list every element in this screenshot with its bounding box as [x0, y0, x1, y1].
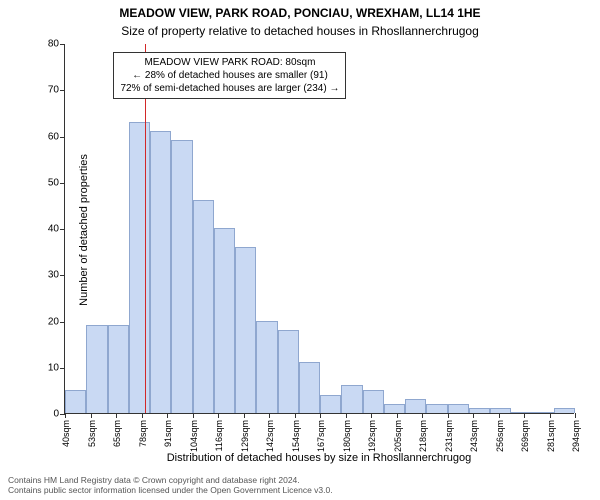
x-tick-label: 91sqm: [163, 420, 173, 447]
histogram-bar: [193, 200, 214, 413]
x-tick-mark: [167, 413, 168, 418]
y-tick-mark: [60, 322, 65, 323]
x-tick-label: 116sqm: [214, 420, 224, 451]
histogram-bar: [278, 330, 299, 413]
chart-title-line1: MEADOW VIEW, PARK ROAD, PONCIAU, WREXHAM…: [0, 6, 600, 20]
x-tick-mark: [269, 413, 270, 418]
x-tick-label: 205sqm: [393, 420, 403, 452]
histogram-bar: [171, 140, 192, 413]
x-tick-mark: [422, 413, 423, 418]
y-tick-label: 40: [25, 224, 65, 235]
x-tick-mark: [295, 413, 296, 418]
x-tick-mark: [448, 413, 449, 418]
x-tick-label: 167sqm: [316, 420, 326, 452]
x-tick-label: 256sqm: [495, 420, 505, 452]
x-tick-mark: [371, 413, 372, 418]
x-tick-label: 104sqm: [189, 420, 199, 452]
x-tick-mark: [65, 413, 66, 418]
x-tick-label: 40sqm: [61, 420, 71, 447]
chart-title-line2: Size of property relative to detached ho…: [0, 24, 600, 38]
x-tick-mark: [397, 413, 398, 418]
y-tick-mark: [60, 44, 65, 45]
footer-line2: Contains public sector information licen…: [8, 485, 592, 496]
y-tick-label: 20: [25, 316, 65, 327]
x-tick-mark: [346, 413, 347, 418]
x-tick-label: 180sqm: [342, 420, 352, 452]
histogram-bar: [363, 390, 384, 413]
property-marker-line: [145, 44, 146, 413]
histogram-bar: [86, 325, 107, 413]
histogram-bar: [256, 321, 277, 414]
x-tick-label: 281sqm: [546, 420, 556, 452]
x-tick-mark: [244, 413, 245, 418]
x-tick-mark: [116, 413, 117, 418]
x-tick-mark: [550, 413, 551, 418]
x-tick-label: 243sqm: [469, 420, 479, 452]
footer-attribution: Contains HM Land Registry data © Crown c…: [8, 475, 592, 496]
y-tick-label: 80: [25, 39, 65, 50]
y-tick-mark: [60, 137, 65, 138]
histogram-bar: [511, 412, 532, 413]
x-tick-mark: [320, 413, 321, 418]
histogram-bar: [426, 404, 447, 413]
y-tick-label: 30: [25, 270, 65, 281]
x-tick-mark: [499, 413, 500, 418]
chart-container: MEADOW VIEW, PARK ROAD, PONCIAU, WREXHAM…: [0, 0, 600, 500]
x-tick-mark: [575, 413, 576, 418]
x-tick-label: 142sqm: [265, 420, 275, 452]
y-tick-mark: [60, 90, 65, 91]
histogram-bar: [129, 122, 150, 413]
footer-line1: Contains HM Land Registry data © Crown c…: [8, 475, 592, 486]
x-tick-label: 218sqm: [418, 420, 428, 452]
histogram-bar: [150, 131, 171, 413]
y-tick-mark: [60, 275, 65, 276]
callout-line3: 72% of semi-detached houses are larger (…: [120, 82, 339, 95]
histogram-bar: [341, 385, 362, 413]
x-tick-label: 294sqm: [571, 420, 581, 452]
histogram-bar: [235, 247, 256, 414]
histogram-bar: [533, 412, 554, 413]
x-axis-label: Distribution of detached houses by size …: [64, 452, 574, 464]
histogram-bar: [448, 404, 469, 413]
x-tick-mark: [473, 413, 474, 418]
y-tick-label: 0: [25, 409, 65, 420]
y-tick-label: 70: [25, 85, 65, 96]
callout-line2: ← 28% of detached houses are smaller (91…: [120, 69, 339, 82]
x-tick-mark: [91, 413, 92, 418]
y-tick-label: 10: [25, 362, 65, 373]
histogram-bar: [490, 408, 511, 413]
property-callout: MEADOW VIEW PARK ROAD: 80sqm← 28% of det…: [113, 52, 346, 99]
x-tick-label: 269sqm: [520, 420, 530, 452]
x-tick-mark: [218, 413, 219, 418]
x-tick-mark: [193, 413, 194, 418]
histogram-bar: [469, 408, 490, 413]
histogram-bar: [299, 362, 320, 413]
plot-area: 0102030405060708040sqm53sqm65sqm78sqm91s…: [64, 44, 574, 414]
x-tick-label: 231sqm: [444, 420, 454, 452]
y-tick-label: 50: [25, 177, 65, 188]
x-tick-label: 154sqm: [291, 420, 301, 452]
x-tick-label: 129sqm: [240, 420, 250, 452]
y-tick-label: 60: [25, 131, 65, 142]
y-tick-mark: [60, 183, 65, 184]
callout-line1: MEADOW VIEW PARK ROAD: 80sqm: [120, 56, 339, 69]
histogram-bar: [554, 408, 575, 413]
histogram-bar: [384, 404, 405, 413]
histogram-bar: [65, 390, 86, 413]
histogram-bar: [108, 325, 129, 413]
x-tick-label: 192sqm: [367, 420, 377, 452]
y-tick-mark: [60, 229, 65, 230]
x-tick-mark: [524, 413, 525, 418]
x-tick-label: 65sqm: [112, 420, 122, 447]
y-tick-mark: [60, 368, 65, 369]
x-tick-label: 53sqm: [87, 420, 97, 447]
x-tick-mark: [142, 413, 143, 418]
histogram-bar: [320, 395, 341, 414]
histogram-bar: [405, 399, 426, 413]
histogram-bar: [214, 228, 235, 413]
x-tick-label: 78sqm: [138, 420, 148, 447]
